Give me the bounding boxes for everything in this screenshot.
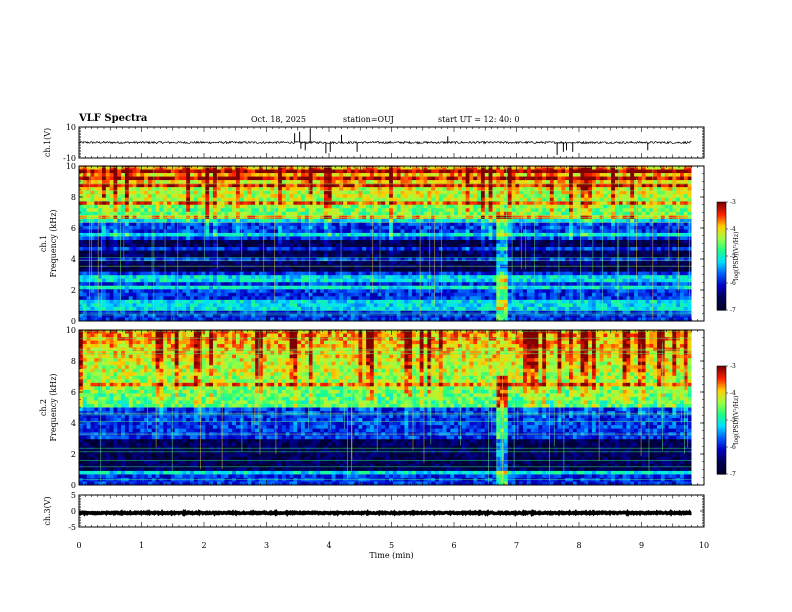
ch3-wave-ylabel: ch.3(V) — [43, 496, 52, 525]
ch2-spec-top-ylabel: ch.2 — [39, 399, 48, 416]
ch2-spec-ytick-label: 10 — [66, 326, 76, 335]
xtick-label: 7 — [514, 541, 519, 550]
xtick-label: 9 — [639, 541, 644, 550]
ch1-colorbar-label: log(PSD)(V²/Hz) — [733, 232, 740, 281]
date-label: Oct. 18, 2025 — [251, 115, 306, 124]
ch2-spec-ytick-label: 8 — [71, 357, 76, 366]
station-label: station=OUJ — [343, 115, 394, 124]
xtick-label: 3 — [264, 541, 269, 550]
ch2-colorbar-label: log(PSD)(V²/Hz) — [733, 396, 740, 445]
ch2-colorbar-tick: -3 — [730, 363, 736, 370]
ch1-colorbar-tick: -3 — [730, 199, 736, 206]
xtick-label: 10 — [699, 541, 709, 550]
ch1-colorbar — [716, 201, 728, 311]
ch1-spec-ytick-label: 2 — [71, 286, 76, 295]
ch1-spec-ytick-label: 0 — [71, 317, 76, 326]
ch1-spec-ytick-label: 4 — [71, 255, 76, 264]
ch1-colorbar-tick: -7 — [730, 307, 736, 314]
xtick-label: 2 — [201, 541, 206, 550]
ch1-spectrogram — [79, 166, 704, 322]
ch1-wave-ylabel: ch.1(V) — [43, 128, 52, 157]
ch1-spec-ytick-label: 10 — [66, 162, 76, 171]
ch1-colorbar-tick: -6 — [730, 280, 736, 287]
ch1-spec-ytick-label: 8 — [71, 193, 76, 202]
ch2-spectrogram — [79, 330, 704, 486]
x-axis-label: Time (min) — [369, 551, 413, 560]
xtick-label: 4 — [326, 541, 331, 550]
ch3-wave-ytick-label: -5 — [68, 523, 76, 532]
ch1-spec-ytick-label: 6 — [71, 224, 76, 233]
ch2-spec-ytick-label: 4 — [71, 419, 76, 428]
ch1-wave-ytick-label: -10 — [63, 154, 76, 163]
ch1-wave-ytick-label: 10 — [66, 123, 76, 132]
ch3-wave-ytick-label: 5 — [71, 491, 76, 500]
start-time-label: start UT = 12: 40: 0 — [438, 115, 520, 124]
ch2-spec-bottom-ylabel: Frequency (kHz) — [49, 373, 58, 441]
ch2-colorbar-tick: -6 — [730, 444, 736, 451]
xtick-label: 5 — [389, 541, 394, 550]
ch2-colorbar-tick: -4 — [730, 390, 736, 397]
xtick-label: 6 — [451, 541, 456, 550]
ch2-spec-ytick-label: 0 — [71, 481, 76, 490]
ch2-colorbar-tick: -5 — [730, 417, 736, 424]
ch1-waveform — [78, 128, 692, 155]
ch3-waveform — [78, 508, 692, 517]
ch1-colorbar-tick: -5 — [730, 253, 736, 260]
ch1-spec-bottom-ylabel: Frequency (kHz) — [49, 209, 58, 277]
xtick-label: 8 — [576, 541, 581, 550]
ch2-spec-ytick-label: 6 — [71, 388, 76, 397]
ch1-spec-top-ylabel: ch.1 — [39, 235, 48, 252]
ch2-spec-ytick-label: 2 — [71, 450, 76, 459]
xtick-label: 1 — [139, 541, 144, 550]
ch3-wave-ytick-label: 0 — [71, 507, 76, 516]
xtick-label: 0 — [76, 541, 81, 550]
ch1-colorbar-tick: -4 — [730, 226, 736, 233]
figure-title: VLF Spectra — [79, 113, 148, 124]
ch2-colorbar-tick: -7 — [730, 471, 736, 478]
ch2-colorbar — [716, 365, 728, 475]
